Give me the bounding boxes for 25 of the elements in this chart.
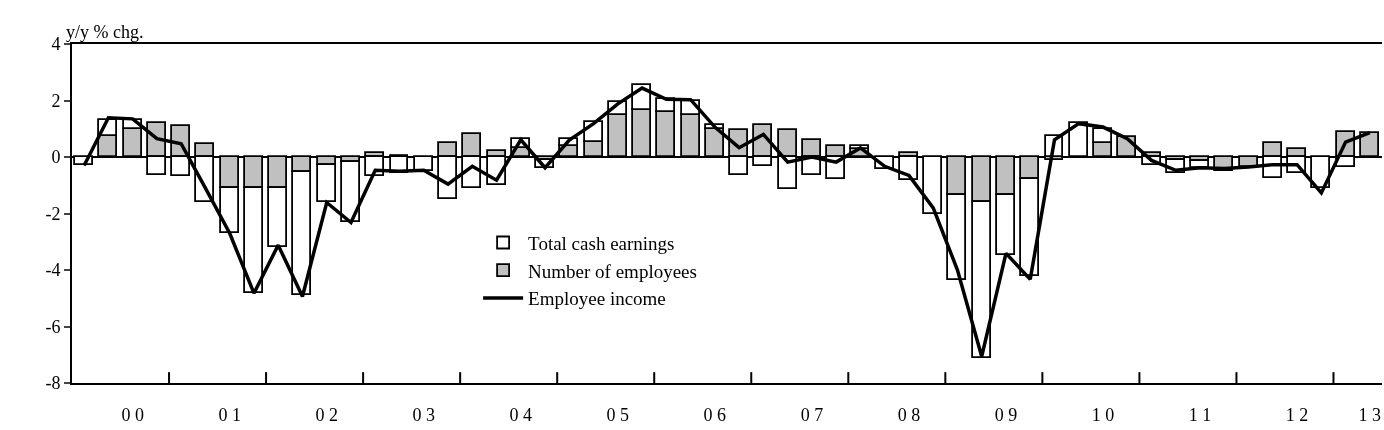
legend-label: Total cash earnings [528, 232, 675, 254]
x-tick-label: 0 3 [412, 404, 436, 425]
x-tick-label: 0 7 [800, 404, 824, 425]
x-tick-label: 1 2 [1285, 404, 1309, 425]
x-tick-label: 0 5 [606, 404, 630, 425]
y-axis-title: y/y % chg. [66, 22, 144, 42]
y-tick-label: -4 [45, 260, 61, 281]
x-tick-label: 0 9 [994, 404, 1018, 425]
y-tick-label: 2 [51, 90, 61, 111]
y-tick-label: -6 [45, 316, 61, 337]
x-tick-label: 0 0 [121, 404, 144, 425]
y-tick-label: 0 [51, 147, 61, 168]
x-tick-label: 0 1 [218, 404, 241, 425]
x-tick-label: 0 8 [897, 404, 921, 425]
legend-label: Employee income [528, 288, 666, 310]
legend-label: Number of employees [528, 260, 697, 282]
y-tick-label: -8 [45, 373, 61, 394]
x-tick-label: 0 2 [315, 404, 338, 425]
x-tick-label: 0 6 [703, 404, 727, 425]
x-tick-label: 1 0 [1091, 404, 1115, 425]
x-tick-label: 0 4 [509, 404, 533, 425]
y-tick-label: -2 [45, 203, 61, 224]
x-tick-label: 1 3 [1358, 404, 1382, 425]
y-tick-label: 4 [51, 34, 61, 55]
x-tick-label: 1 1 [1188, 404, 1212, 425]
